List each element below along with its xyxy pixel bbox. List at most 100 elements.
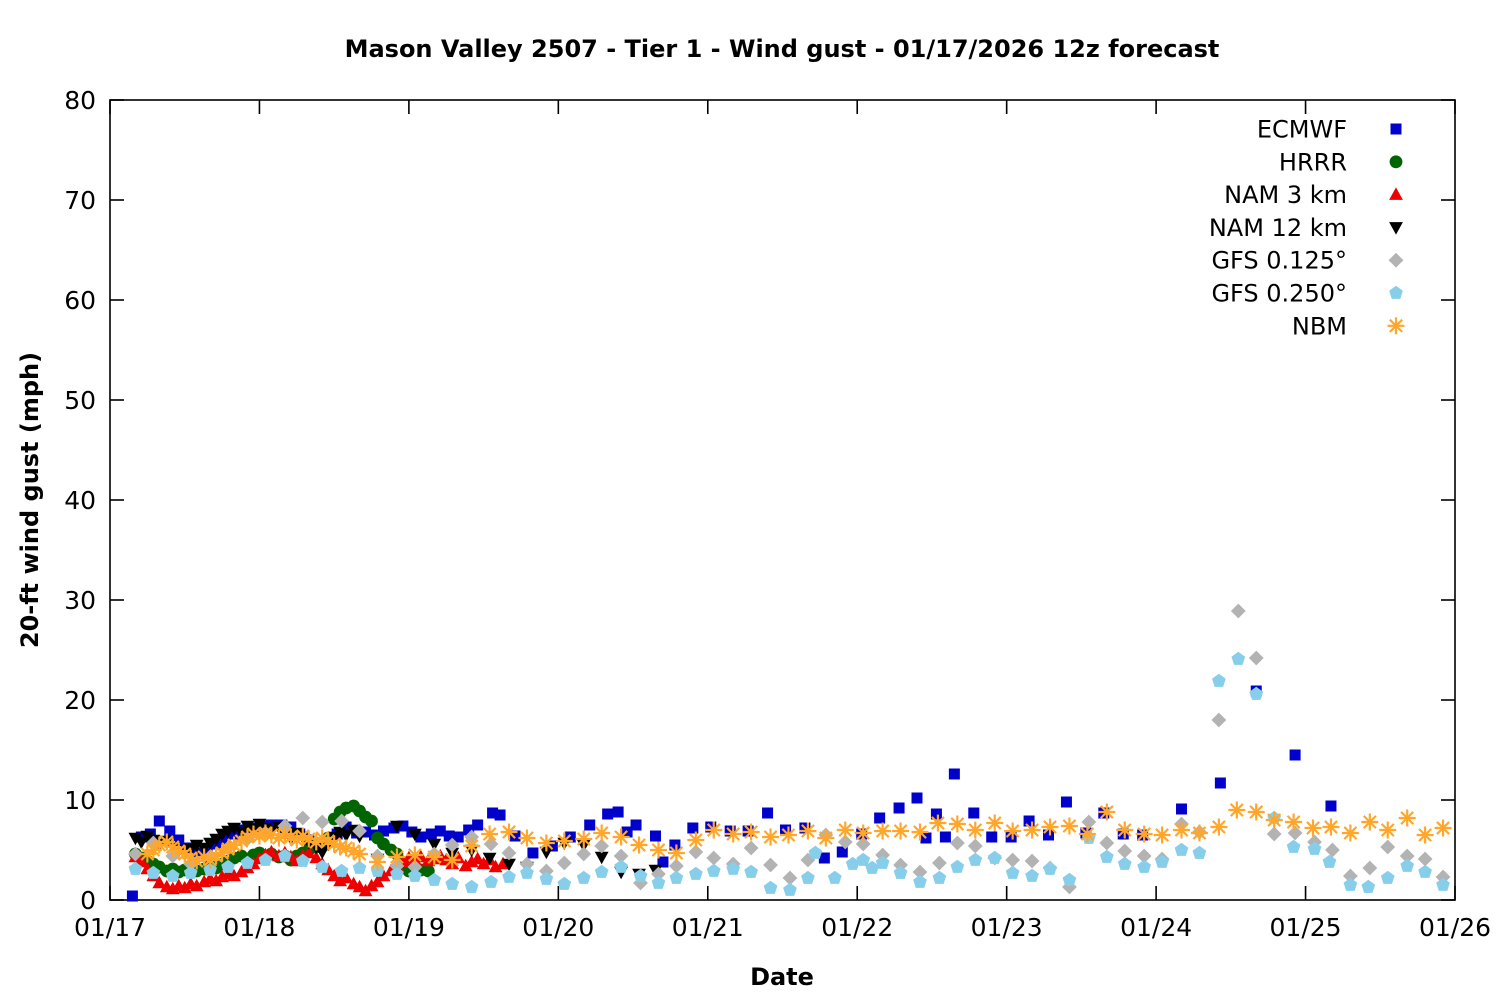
nbm-point — [1190, 824, 1208, 842]
ecmwf-point — [669, 839, 681, 851]
asterisk-spoke — [1062, 819, 1077, 833]
nam-3-km-point — [339, 870, 354, 884]
gfs-0-250-point — [651, 875, 666, 889]
nbm-point — [369, 853, 387, 871]
nbm-point — [518, 829, 536, 847]
asterisk-spoke — [445, 853, 460, 867]
nbm-point — [817, 829, 835, 847]
gfs-0-250-point — [1343, 877, 1358, 891]
gfs-0-125-point — [1230, 603, 1246, 619]
asterisk-spoke — [407, 848, 422, 862]
nam-12-km-point — [594, 851, 609, 865]
asterisk-spoke — [295, 829, 310, 843]
nbm-point — [1078, 825, 1096, 843]
gfs-0-250-point — [520, 865, 534, 879]
gfs-0-125-point — [295, 810, 311, 826]
legend-marker-ecmwf-icon — [1390, 123, 1402, 135]
gfs-0-250-point — [865, 860, 880, 874]
ecmwf-point — [463, 824, 475, 836]
gfs-0-125-point — [444, 837, 460, 853]
gfs-0-250-point — [1307, 841, 1322, 855]
ecmwf-point — [219, 833, 231, 845]
legend-label: HRRR — [1279, 148, 1347, 176]
gfs-0-250-point — [950, 859, 965, 873]
ecmwf-point — [584, 819, 596, 831]
nbm-point — [612, 828, 630, 846]
nam-12-km-point — [482, 852, 497, 866]
gfs-0-250-point — [987, 850, 1002, 864]
x-tick-label: 01/25 — [1270, 913, 1342, 942]
legend-label: ECMWF — [1257, 116, 1347, 144]
nbm-point — [1228, 801, 1246, 819]
x-tick-label: 01/20 — [522, 913, 594, 942]
gfs-0-125-point — [855, 836, 871, 852]
legend-marker-nam-3-km-icon — [1389, 187, 1403, 200]
asterisk-spoke — [1212, 820, 1226, 834]
nbm-point — [892, 822, 910, 840]
gfs-0-250-point — [688, 866, 703, 880]
asterisk-spoke — [177, 847, 192, 861]
x-tick-label: 01/24 — [1120, 913, 1192, 942]
x-tick-label: 01/18 — [223, 913, 295, 942]
nam-3-km-point — [301, 845, 316, 859]
asterisk-spoke — [264, 828, 279, 842]
ecmwf-point — [630, 819, 642, 831]
gfs-0-250-point — [1025, 868, 1039, 882]
data-points — [126, 603, 1452, 902]
gfs-0-250-point — [968, 852, 983, 866]
legend-item: ECMWF — [1257, 116, 1402, 144]
asterisk-spoke — [315, 831, 330, 845]
series-nbm — [138, 801, 1452, 871]
gfs-0-250-point — [726, 861, 741, 875]
gfs-0-125-point — [912, 864, 928, 880]
gfs-0-125-point — [668, 858, 684, 874]
ecmwf-point — [452, 831, 464, 843]
gfs-0-250-point — [1099, 849, 1114, 863]
gfs-0-250-point — [295, 853, 310, 867]
nbm-point — [388, 848, 406, 866]
nbm-point — [1116, 821, 1134, 839]
gfs-0-125-point — [501, 845, 517, 861]
asterisk-spoke — [339, 841, 354, 855]
asterisk-spoke — [283, 830, 298, 844]
ecmwf-point — [527, 847, 539, 859]
gfs-0-125-point — [556, 855, 572, 871]
gfs-0-250-point — [203, 862, 217, 876]
gfs-0-125-point — [782, 870, 798, 886]
ecmwf-point — [265, 819, 277, 831]
asterisk-spoke — [1080, 827, 1095, 841]
gfs-0-250-point — [856, 852, 871, 866]
asterisk-spoke — [818, 831, 833, 845]
nbm-point — [687, 831, 705, 849]
gfs-0-125-point — [1399, 848, 1415, 864]
gfs-0-250-point — [427, 872, 442, 886]
gfs-0-250-point — [445, 876, 460, 890]
asterisk-spoke — [1436, 821, 1450, 835]
asterisk-spoke — [1380, 823, 1395, 837]
nbm-point — [351, 845, 369, 863]
gfs-0-250-point — [594, 864, 609, 878]
ecmwf-point — [1214, 777, 1226, 789]
nbm-point — [500, 823, 518, 841]
ecmwf-point — [939, 831, 951, 843]
asterisk-spoke — [669, 846, 684, 860]
ecmwf-point — [779, 824, 791, 836]
asterisk-spoke — [931, 816, 945, 830]
nbm-point — [854, 824, 872, 842]
asterisk-spoke — [706, 823, 721, 837]
x-tick-label: 01/19 — [373, 913, 445, 942]
asterisk-spoke — [594, 826, 609, 840]
ecmwf-point — [546, 840, 558, 852]
asterisk-spoke — [301, 832, 316, 846]
gfs-0-125-point — [314, 814, 330, 830]
x-axis-label: Date — [750, 963, 814, 991]
y-tick-label: 60 — [64, 286, 96, 315]
hrrr-point — [421, 864, 435, 878]
nbm-point — [742, 823, 760, 841]
asterisk-spoke — [390, 850, 404, 864]
nbm-point — [762, 828, 780, 846]
nam-12-km-point — [502, 858, 516, 872]
asterisk-spoke — [1267, 813, 1282, 827]
ecmwf-point — [762, 807, 774, 819]
